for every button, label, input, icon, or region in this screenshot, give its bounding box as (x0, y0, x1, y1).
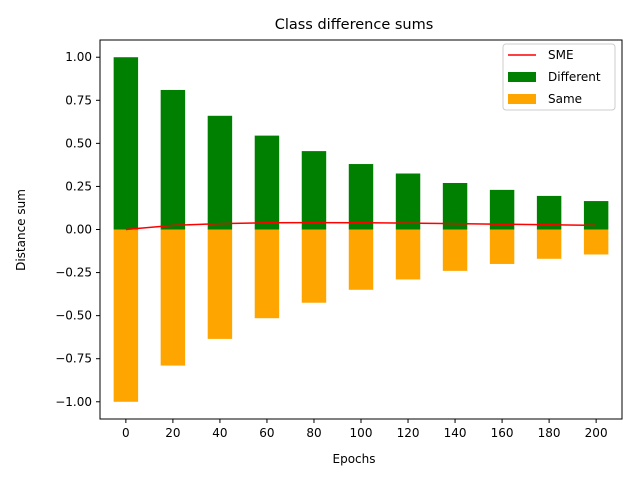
y-tick-label: −0.25 (55, 266, 92, 280)
bar-different-20 (160, 89, 186, 230)
x-tick-label: 0 (122, 426, 130, 440)
x-tick-label: 60 (259, 426, 274, 440)
bars-layer (113, 57, 609, 402)
bar-different-120 (395, 173, 421, 230)
y-tick-label: −0.50 (55, 309, 92, 323)
bar-different-100 (348, 164, 374, 230)
lines-layer (125, 221, 597, 231)
bar-same-20 (160, 229, 186, 366)
legend-swatch-different (508, 72, 536, 82)
x-tick-label: 200 (585, 426, 608, 440)
bar-different-80 (301, 151, 327, 230)
y-tick-label: −0.75 (55, 352, 92, 366)
legend-label-sme: SME (548, 48, 574, 62)
y-axis-title: Distance sum (14, 189, 28, 271)
x-tick-label: 40 (212, 426, 227, 440)
y-tick-label: 0.75 (65, 93, 92, 107)
x-axis-title: Epochs (333, 452, 376, 466)
legend-label-different: Different (548, 70, 601, 84)
line-sme (125, 221, 597, 231)
y-tick-label: 0.50 (65, 136, 92, 150)
bar-same-100 (348, 229, 374, 290)
bar-different-160 (489, 189, 515, 230)
bar-different-60 (254, 135, 280, 230)
bar-same-120 (395, 229, 421, 280)
bar-different-0 (113, 57, 139, 230)
x-axis: 0 20 40 60 80 100 120 140 160 180 200 (122, 419, 608, 440)
legend-label-same: Same (548, 92, 582, 106)
bar-different-140 (442, 182, 468, 230)
bar-same-80 (301, 229, 327, 303)
bar-same-0 (113, 229, 139, 402)
legend: SME Different Same (502, 43, 616, 111)
bar-same-200 (583, 229, 609, 255)
x-tick-label: 160 (491, 426, 514, 440)
y-tick-label: −1.00 (55, 395, 92, 409)
y-tick-label: 0.00 (65, 223, 92, 237)
y-axis: −1.00 −0.75 −0.50 −0.25 0.00 0.25 0.50 0.75 1.00 (55, 50, 100, 409)
x-tick-label: 140 (444, 426, 467, 440)
legend-box (502, 43, 616, 111)
bar-same-60 (254, 229, 280, 319)
bar-different-40 (207, 115, 233, 230)
bar-same-180 (536, 229, 562, 259)
bar-same-160 (489, 229, 515, 264)
legend-swatch-same (508, 94, 536, 104)
chart-title: Class difference sums (275, 17, 434, 33)
x-tick-label: 20 (165, 426, 180, 440)
y-tick-label: 1.00 (65, 50, 92, 64)
x-tick-label: 180 (538, 426, 561, 440)
x-tick-label: 80 (306, 426, 321, 440)
x-tick-label: 100 (350, 426, 373, 440)
x-tick-label: 120 (397, 426, 420, 440)
y-tick-label: 0.25 (65, 179, 92, 193)
bar-same-40 (207, 229, 233, 339)
bar-same-140 (442, 229, 468, 271)
